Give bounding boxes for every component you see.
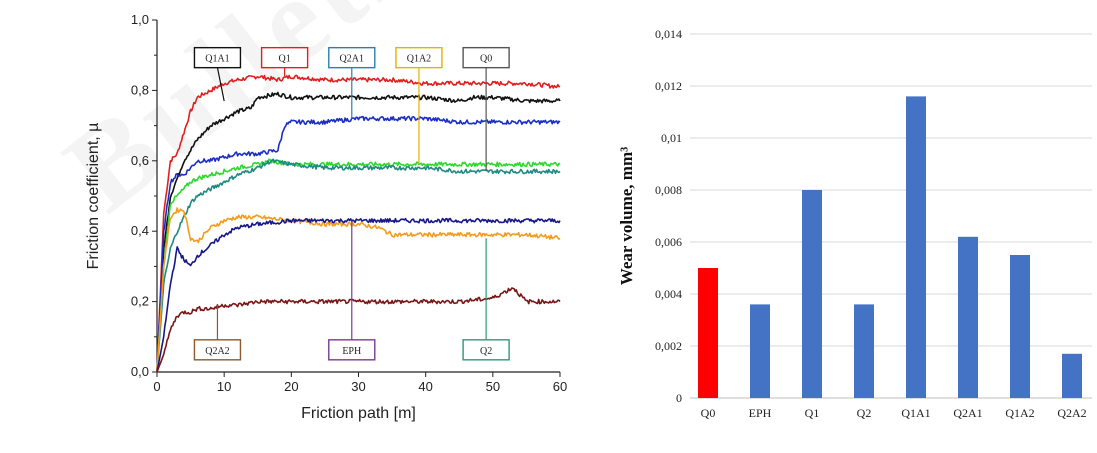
series-line-q1a1 xyxy=(156,91,561,373)
annotation-box xyxy=(395,46,443,69)
annotation-pointer xyxy=(216,67,225,102)
annotation-label: Q1 xyxy=(278,54,290,65)
bar-q1a1 xyxy=(906,96,926,399)
y-tick-label: 0,002 xyxy=(655,339,682,353)
x-tick-label: Q0 xyxy=(701,406,716,420)
x-tick-label: Q1A1 xyxy=(901,406,930,420)
annotation-box xyxy=(328,339,376,361)
x-tick-label: 30 xyxy=(351,379,365,394)
bar-q0 xyxy=(698,268,718,398)
annotation-label: Q2A1 xyxy=(340,54,364,65)
x-tick-label: EPH xyxy=(749,406,772,420)
bar-q2 xyxy=(854,304,874,398)
y-tick-label: 0,014 xyxy=(655,27,682,41)
series-line-q1a2 xyxy=(156,158,561,373)
y-tick-label: 0,8 xyxy=(131,82,149,97)
x-tick-label: Q2 xyxy=(857,406,872,420)
y-tick-label: 0,0 xyxy=(131,364,149,379)
bar-q2a2 xyxy=(1062,353,1082,398)
wear-bar-chart: 0 0,002 0,004 0,006 0,008 0,01 0,012 0,014 Q0 EPH… xyxy=(617,27,1092,420)
bar-q2a1 xyxy=(958,236,978,398)
annotation-box xyxy=(462,46,510,69)
series-line-q2 xyxy=(156,207,561,373)
annotation-label: Q2 xyxy=(480,346,492,357)
y-tick-label: 0,008 xyxy=(655,183,682,197)
series-line-q1 xyxy=(156,74,561,373)
x-tick-label: 10 xyxy=(217,379,231,394)
x-tick-label: 0 xyxy=(153,379,160,394)
series-line-q2a1 xyxy=(156,115,561,373)
y-axis-title: Wear volume, mm³ xyxy=(617,147,636,285)
y-tick-label: 0,6 xyxy=(131,153,149,168)
series-line-q0 xyxy=(156,158,561,373)
annotation-box xyxy=(462,339,510,361)
x-tick-label: 50 xyxy=(486,379,500,394)
x-tick-label: 40 xyxy=(418,379,432,394)
annotation-box xyxy=(193,46,242,69)
x-axis-title: Friction path [m] xyxy=(301,405,416,422)
annotation-box xyxy=(260,46,309,69)
y-tick-label: 0,2 xyxy=(131,294,149,309)
x-tick-label: Q2A2 xyxy=(1057,406,1086,420)
friction-line-chart: 0 10 20 30 40 50 60 0,0 0,2 0,4 0,6 0,8 1,0 Friction … xyxy=(85,12,567,422)
x-tick-label: 20 xyxy=(284,379,298,394)
y-tick-label: 1,0 xyxy=(131,12,149,27)
bar-q1 xyxy=(802,190,822,398)
x-tick-label: 60 xyxy=(553,379,567,394)
y-tick-label: 0,012 xyxy=(655,79,682,93)
annotation-label: Q2A2 xyxy=(205,346,229,357)
annotation-label: Q0 xyxy=(480,54,492,65)
y-tick-label: 0,01 xyxy=(661,131,682,145)
y-tick-label: 0,006 xyxy=(655,235,682,249)
annotation-label: Q1A1 xyxy=(205,54,229,65)
annotation-box xyxy=(193,339,242,361)
annotation-label: Q1A2 xyxy=(407,54,431,65)
y-tick-label: 0,004 xyxy=(655,287,682,301)
x-tick-label: Q1 xyxy=(805,406,820,420)
y-axis-title: Friction coefficient, µ xyxy=(85,123,102,270)
x-tick-label: Q1A2 xyxy=(1005,406,1034,420)
y-tick-label: 0,4 xyxy=(131,223,149,238)
y-tick-label: 0 xyxy=(676,391,682,405)
x-tick-label: Q2A1 xyxy=(953,406,982,420)
annotation-label: EPH xyxy=(342,346,361,357)
annotation-box xyxy=(328,46,376,69)
series-line-q2a2 xyxy=(156,287,561,373)
series-line-eph xyxy=(156,217,561,373)
bar-eph xyxy=(750,304,770,398)
bar-q1a2 xyxy=(1010,255,1030,398)
